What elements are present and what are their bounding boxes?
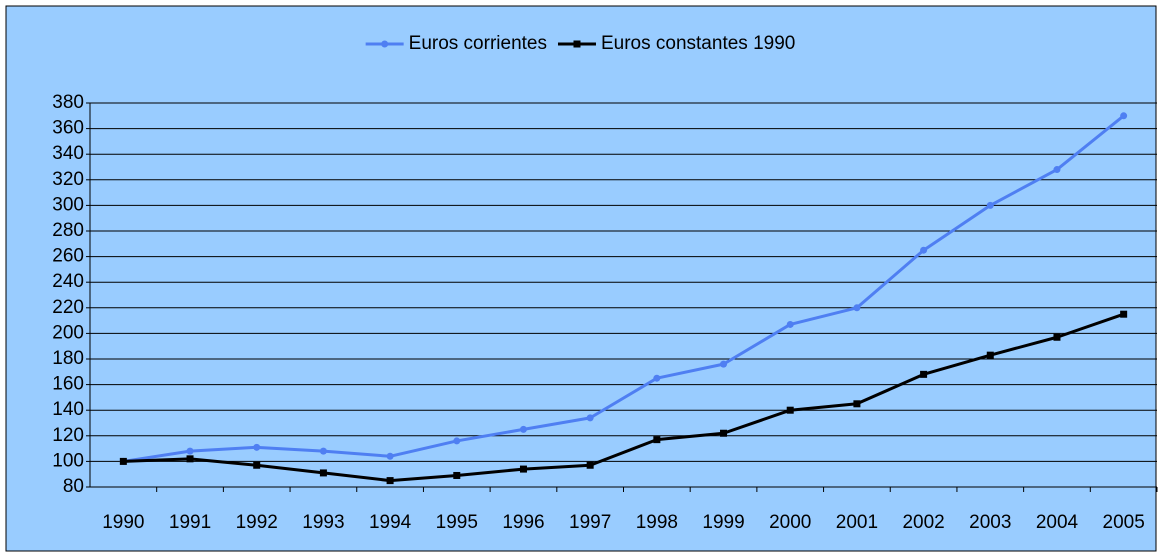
y-tick-label: 260 [52,246,84,267]
point [586,461,594,469]
point [920,246,928,254]
y-tick-label: 180 [52,348,84,369]
y-tick-label: 340 [52,143,84,164]
point [1120,112,1128,120]
point [986,351,994,359]
x-tick-label: 1990 [102,512,144,533]
point [386,477,394,485]
x-tick-label: 2000 [769,512,811,533]
y-tick-label: 380 [52,92,84,113]
point [119,457,127,465]
legend-marker [381,40,389,48]
point [186,455,194,463]
x-tick-label: 2004 [1036,512,1079,533]
point [253,443,261,451]
y-tick-label: 80 [63,476,84,497]
point [920,370,928,378]
y-tick-label: 200 [52,322,84,343]
x-tick-label: 1999 [702,512,744,533]
point [1053,166,1061,174]
point [386,452,394,460]
x-tick-label: 1995 [436,512,478,533]
y-tick-label: 160 [52,374,84,395]
point [1053,333,1061,341]
legend-marker [573,40,581,48]
x-tick-label: 2003 [969,512,1011,533]
point [786,320,794,328]
point [653,436,661,444]
y-tick-label: 320 [52,169,84,190]
point [519,465,527,473]
series-line [123,312,1125,483]
point [986,201,994,209]
y-tick-label: 140 [52,399,84,420]
point [853,304,861,312]
point [786,406,794,414]
point [519,425,527,433]
point [720,360,728,368]
point [586,414,594,422]
point [253,461,261,469]
legend-label: Euros corrientes [409,33,547,54]
x-tick-label: 1993 [302,512,344,533]
y-tick-label: 220 [52,297,84,318]
x-tick-label: 2005 [1103,512,1145,533]
point [853,400,861,408]
point [453,471,461,479]
point [720,429,728,437]
x-tick-label: 2001 [836,512,878,533]
x-tick-label: 1994 [369,512,412,533]
point [653,374,661,382]
y-tick-label: 120 [52,425,84,446]
point [319,447,327,455]
point [1120,310,1128,318]
legend-label: Euros constantes 1990 [601,33,795,54]
y-tick-label: 280 [52,220,84,241]
point [319,469,327,477]
x-tick-label: 2002 [902,512,944,533]
x-tick-label: 1992 [236,512,278,533]
point [186,447,194,455]
x-tick-label: 1997 [569,512,611,533]
x-tick-label: 1991 [169,512,211,533]
chart-background [5,5,1157,552]
point [453,437,461,445]
x-tick-label: 1996 [502,512,544,533]
series-line [123,114,1125,463]
x-tick-label: 1998 [636,512,678,533]
y-tick-label: 100 [52,450,84,471]
y-tick-label: 240 [52,271,84,292]
y-tick-label: 300 [52,194,84,215]
y-tick-label: 360 [52,118,84,139]
